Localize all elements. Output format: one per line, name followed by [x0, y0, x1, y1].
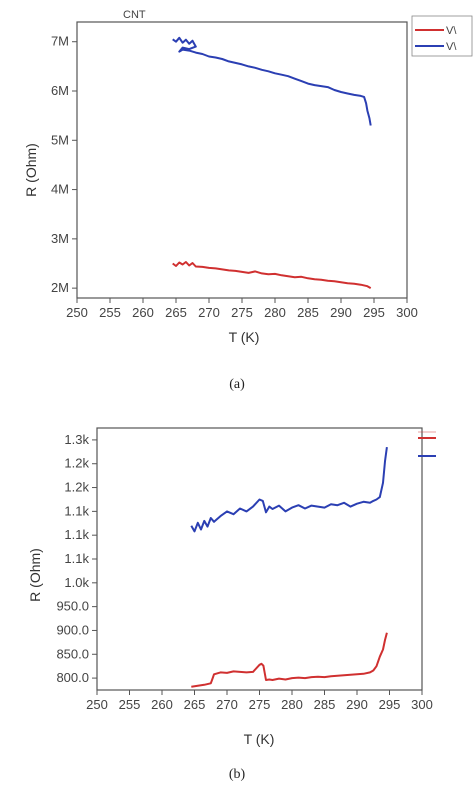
chart-b: 250 255 260 265 270 275 280 285 290 295 300 800.0 85… [27, 427, 436, 747]
a-series-line-0 [172, 261, 372, 289]
chart-a-ylabel: R (Ohm) [23, 143, 39, 197]
a-ytick-label: 2M [51, 280, 69, 295]
chart-b-legend [418, 431, 436, 457]
a-xtick-label: 285 [297, 305, 319, 320]
b-xtick-label: 250 [86, 697, 108, 712]
a-xtick-label: 260 [132, 305, 154, 320]
b-series-line-1 [190, 446, 388, 533]
chart-b-axes [96, 427, 423, 691]
a-xtick-label: 280 [264, 305, 286, 320]
a-ytick-label: 4M [51, 182, 69, 197]
chart-a-title: CNT [123, 9, 146, 21]
b-ytick-label: 850.0 [56, 646, 89, 661]
a-xtick-label: 270 [198, 305, 220, 320]
b-ytick-label: 950.0 [56, 599, 89, 614]
b-ytick-label: 1.0k [64, 575, 89, 590]
a-ytick-label: 3M [51, 231, 69, 246]
b-ytick-label: 1.1k [64, 503, 89, 518]
b-xtick-label: 260 [151, 697, 173, 712]
b-xtick-label: 300 [411, 697, 433, 712]
b-xtick-label: 255 [119, 697, 141, 712]
b-xtick-label: 285 [314, 697, 336, 712]
b-ytick-label: 1.2k [64, 456, 89, 471]
chart-a-legend-label-0: V\ [446, 25, 457, 37]
a-ytick-label: 6M [51, 83, 69, 98]
b-xtick-label: 275 [249, 697, 271, 712]
b-ytick-label: 1.2k [64, 480, 89, 495]
b-series-line-0 [191, 632, 388, 688]
b-xtick-label: 265 [184, 697, 206, 712]
chart-b-series [190, 446, 388, 688]
b-ytick-label: 1.1k [64, 551, 89, 566]
a-series-line-1 [172, 36, 372, 126]
b-ytick-label: 1.1k [64, 527, 89, 542]
chart-a-legend-label-1: V\ [446, 41, 457, 53]
b-ytick-label: 800.0 [56, 670, 89, 685]
b-ytick-label: 1.3k [64, 432, 89, 447]
a-xtick-label: 275 [231, 305, 253, 320]
chart-a-ticks: 250 255 260 265 270 275 280 285 290 295 300 2M 3M 4M 5… [51, 34, 418, 320]
a-xtick-label: 290 [330, 305, 352, 320]
a-xtick-label: 250 [66, 305, 88, 320]
a-xtick-label: 265 [165, 305, 187, 320]
chart-a-xlabel: T (K) [229, 329, 260, 345]
b-ytick-label: 900.0 [56, 622, 89, 637]
b-xtick-label: 270 [216, 697, 238, 712]
b-xtick-label: 290 [346, 697, 368, 712]
a-ytick-label: 5M [51, 132, 69, 147]
chart-a-legend-box [411, 15, 473, 57]
a-xtick-label: 300 [396, 305, 418, 320]
b-xtick-label: 280 [281, 697, 303, 712]
chart-a: CNT 250 255 260 265 270 275 280 285 290 295 300 2M 3… [23, 9, 473, 345]
chart-b-ticks: 250 255 260 265 270 275 280 285 290 295 300 800.0 85… [56, 432, 432, 712]
chart-a-series [172, 36, 372, 289]
a-xtick-label: 295 [363, 305, 385, 320]
caption-b: (b) [229, 767, 246, 782]
caption-a: (a) [229, 377, 245, 392]
b-plot-frame [96, 427, 423, 691]
a-ytick-label: 7M [51, 34, 69, 49]
chart-a-legend: V\ V\ [411, 15, 473, 57]
b-xtick-label: 295 [379, 697, 401, 712]
a-xtick-label: 255 [99, 305, 121, 320]
chart-b-xlabel: T (K) [244, 731, 275, 747]
chart-b-ylabel: R (Ohm) [27, 548, 43, 602]
